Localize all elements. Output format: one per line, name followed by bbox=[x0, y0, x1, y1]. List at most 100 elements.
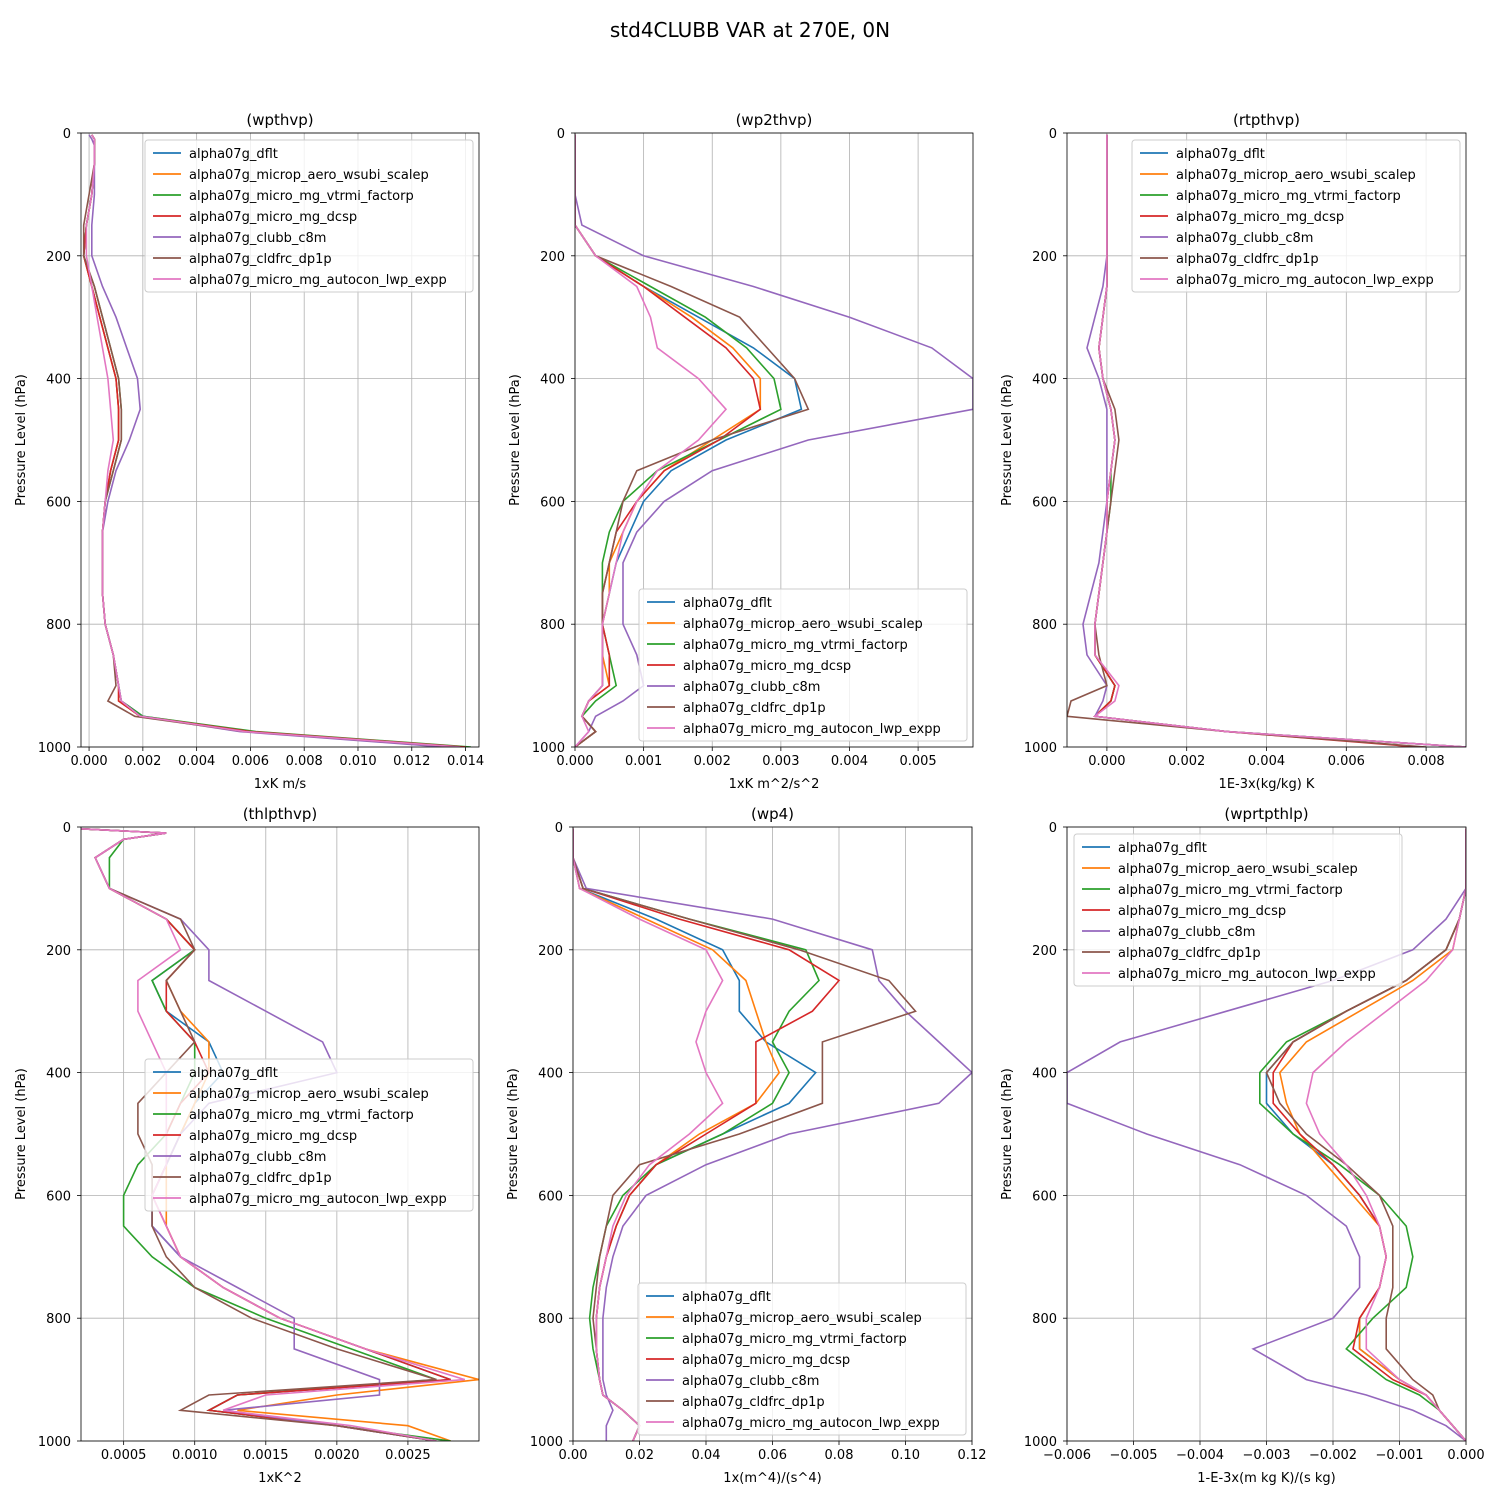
legend-label: alpha07g_micro_mg_vtrmi_factorp bbox=[1118, 883, 1343, 898]
legend-label: alpha07g_micro_mg_vtrmi_factorp bbox=[683, 638, 908, 653]
legend-label: alpha07g_microp_aero_wsubi_scalep bbox=[683, 617, 923, 632]
series-line-7 bbox=[573, 828, 724, 1441]
x-tick-label: 0.004 bbox=[178, 754, 215, 769]
y-axis-label: Pressure Level (hPa) bbox=[506, 1068, 521, 1200]
legend-label: alpha07g_microp_aero_wsubi_scalep bbox=[682, 1311, 922, 1326]
y-tick-label: 600 bbox=[1032, 495, 1057, 510]
y-tick-label: 1000 bbox=[1024, 741, 1057, 756]
series-line-6 bbox=[1265, 828, 1466, 1441]
x-tick-label: 0.000 bbox=[1088, 754, 1125, 769]
legend-box bbox=[1073, 833, 1403, 987]
axes-frame bbox=[574, 132, 974, 748]
x-tick-label: 0.004 bbox=[831, 754, 868, 769]
series-line-4 bbox=[575, 134, 762, 747]
series-group bbox=[1067, 828, 1466, 1441]
series-line-7 bbox=[1305, 828, 1466, 1441]
chart-panel-5: 0.00 0.02 0.04 0.06 0.08 0.10 0.12 0 200 400 600 80… bbox=[506, 805, 986, 1486]
legend: alpha07g_dflt alpha07g_microp_aero_wsubi_… bbox=[1073, 833, 1403, 987]
y-tick-label: 200 bbox=[46, 250, 71, 265]
legend: alpha07g_dflt alpha07g_microp_aero_wsubi_… bbox=[144, 139, 474, 293]
y-tick-label: 0 bbox=[1049, 127, 1057, 142]
figure-title: std4CLUBB VAR at 270E, 0N bbox=[610, 18, 890, 42]
x-tick-label: 0.02 bbox=[625, 1448, 654, 1463]
x-tick-label: 0.005 bbox=[899, 754, 936, 769]
x-tick-label: 0.04 bbox=[692, 1448, 721, 1463]
panel-title: (rtpthvp) bbox=[1233, 111, 1300, 129]
axes-frame bbox=[80, 826, 480, 1442]
legend-label: alpha07g_clubb_c8m bbox=[1118, 925, 1255, 940]
legend: alpha07g_dflt alpha07g_microp_aero_wsubi_… bbox=[638, 588, 968, 742]
x-tick-label: 0.0015 bbox=[243, 1448, 289, 1463]
x-tick-label: 0.00 bbox=[559, 1448, 588, 1463]
y-tick-label: 800 bbox=[1032, 618, 1057, 633]
legend-label: alpha07g_dflt bbox=[189, 1066, 278, 1081]
legend-label: alpha07g_micro_mg_autocon_lwp_expp bbox=[1118, 967, 1376, 982]
y-tick-label: 800 bbox=[46, 618, 71, 633]
y-tick-label: 400 bbox=[540, 373, 565, 388]
x-tick-label: −0.002 bbox=[1309, 1448, 1357, 1463]
legend-label: alpha07g_micro_mg_vtrmi_factorp bbox=[189, 1108, 414, 1123]
x-tick-label: 0.003 bbox=[762, 754, 799, 769]
y-tick-label: 1000 bbox=[532, 741, 565, 756]
y-tick-label: 800 bbox=[1032, 1312, 1057, 1327]
x-tick-label: 0.12 bbox=[958, 1448, 987, 1463]
x-tick-label: 0.0025 bbox=[385, 1448, 431, 1463]
legend-label: alpha07g_clubb_c8m bbox=[682, 1374, 819, 1389]
y-tick-label: 1000 bbox=[530, 1435, 563, 1450]
legend-label: alpha07g_microp_aero_wsubi_scalep bbox=[189, 1087, 429, 1102]
y-axis-label: Pressure Level (hPa) bbox=[14, 374, 29, 506]
y-tick-label: 1000 bbox=[38, 741, 71, 756]
chart-panel-3: 0.000 0.002 0.004 0.006 0.008 0 200 400 600 800 10… bbox=[1000, 111, 1467, 792]
legend-label: alpha07g_dflt bbox=[683, 596, 772, 611]
legend-label: alpha07g_dflt bbox=[189, 147, 278, 162]
series-line-7 bbox=[575, 134, 728, 747]
x-tick-label: 0.014 bbox=[447, 754, 484, 769]
legend-label: alpha07g_micro_mg_autocon_lwp_expp bbox=[682, 1416, 940, 1431]
series-line-7 bbox=[1092, 134, 1466, 747]
y-tick-label: 800 bbox=[538, 1312, 563, 1327]
y-tick-label: 400 bbox=[1032, 1067, 1057, 1082]
legend-label: alpha07g_micro_mg_dcsp bbox=[1176, 210, 1344, 225]
y-tick-label: 1000 bbox=[1024, 1435, 1057, 1450]
x-tick-label: 0.0005 bbox=[101, 1448, 147, 1463]
y-tick-label: 1000 bbox=[38, 1435, 71, 1450]
y-tick-label: 200 bbox=[46, 944, 71, 959]
legend-label: alpha07g_micro_mg_autocon_lwp_expp bbox=[189, 1192, 447, 1207]
y-axis-label: Pressure Level (hPa) bbox=[1000, 374, 1015, 506]
y-tick-label: 600 bbox=[46, 1189, 71, 1204]
axes-frame bbox=[1066, 826, 1467, 1442]
legend-label: alpha07g_micro_mg_dcsp bbox=[189, 210, 357, 225]
y-axis-label: Pressure Level (hPa) bbox=[508, 374, 523, 506]
legend-label: alpha07g_microp_aero_wsubi_scalep bbox=[1118, 862, 1358, 877]
y-tick-label: 0 bbox=[555, 821, 563, 836]
x-tick-label: 0.002 bbox=[1168, 754, 1205, 769]
x-axis-label: 1E-3x(kg/kg) K bbox=[1219, 777, 1315, 792]
y-tick-label: 600 bbox=[538, 1189, 563, 1204]
legend-label: alpha07g_micro_mg_dcsp bbox=[683, 659, 851, 674]
y-tick-label: 600 bbox=[540, 495, 565, 510]
x-axis-label: 1xK m/s bbox=[254, 777, 307, 792]
x-axis-label: 1xK^2 bbox=[258, 1471, 302, 1486]
x-tick-label: 0.000 bbox=[1447, 1448, 1484, 1463]
y-tick-label: 800 bbox=[46, 1312, 71, 1327]
legend-label: alpha07g_dflt bbox=[682, 1290, 771, 1305]
legend-label: alpha07g_cldfrc_dp1p bbox=[189, 252, 332, 267]
y-tick-label: 600 bbox=[46, 495, 71, 510]
x-tick-label: 0.000 bbox=[556, 754, 593, 769]
panel-title: (wpthvp) bbox=[246, 111, 313, 129]
x-tick-label: 0.004 bbox=[1248, 754, 1285, 769]
legend-label: alpha07g_micro_mg_dcsp bbox=[1118, 904, 1286, 919]
legend: alpha07g_dflt alpha07g_microp_aero_wsubi_… bbox=[1131, 139, 1461, 293]
y-tick-label: 200 bbox=[538, 944, 563, 959]
legend-box bbox=[1131, 139, 1461, 293]
legend-label: alpha07g_cldfrc_dp1p bbox=[189, 1171, 332, 1186]
y-tick-label: 0 bbox=[1049, 821, 1057, 836]
chart-panel-2: 0.000 0.001 0.002 0.003 0.004 0.005 0 200 400 600… bbox=[508, 111, 974, 792]
chart-panel-1: 0.000 0.002 0.004 0.006 0.008 0.010 0.012 0.014… bbox=[14, 111, 484, 792]
legend-label: alpha07g_dflt bbox=[1118, 841, 1207, 856]
legend-label: alpha07g_cldfrc_dp1p bbox=[1118, 946, 1261, 961]
legend-label: alpha07g_microp_aero_wsubi_scalep bbox=[189, 168, 429, 183]
y-tick-label: 0 bbox=[63, 127, 71, 142]
x-axis-label: 1-E-3x(m kg K)/(s kg) bbox=[1197, 1471, 1335, 1486]
x-tick-label: 0.006 bbox=[232, 754, 269, 769]
